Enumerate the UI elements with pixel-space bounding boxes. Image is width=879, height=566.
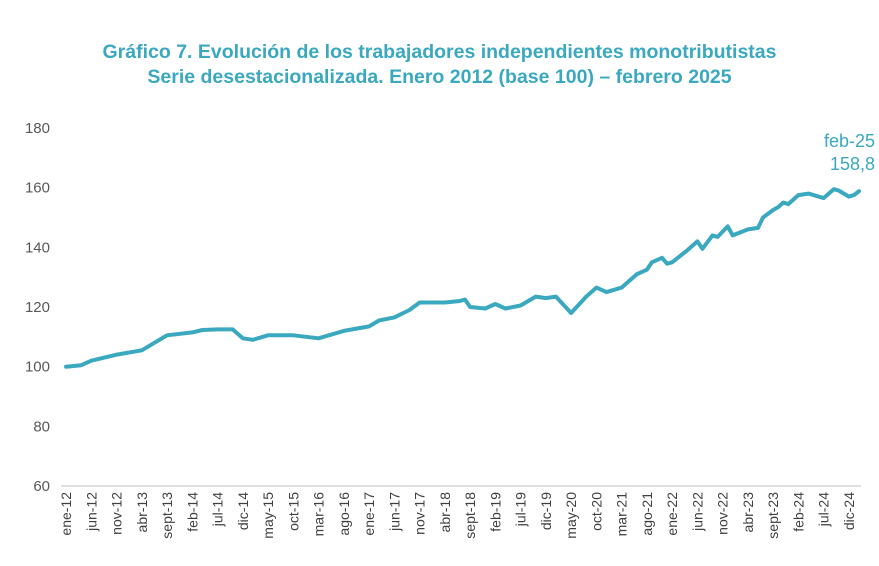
x-tick-label: abr-23 xyxy=(740,492,756,533)
x-tick-label: ene-12 xyxy=(58,492,74,536)
x-tick-label: oct-15 xyxy=(285,492,301,531)
x-axis-ticks: ene-12 jun-12 nov-12 abr-13 sept-13 feb-14 jul… xyxy=(58,492,857,539)
x-tick-label: abr-13 xyxy=(134,492,150,533)
y-tick-label: 180 xyxy=(25,120,50,137)
x-tick-label: dic-19 xyxy=(538,492,554,530)
x-tick-label: ene-22 xyxy=(664,492,680,536)
y-tick-label: 120 xyxy=(25,299,50,316)
series-line xyxy=(64,187,861,369)
last-point-date-label: feb-25 xyxy=(824,131,875,151)
x-tick-label: nov-17 xyxy=(412,492,428,535)
x-tick-label: sept-13 xyxy=(159,492,175,539)
chart-title-line-2: Serie desestacionalizada. Enero 2012 (ba… xyxy=(147,66,732,88)
y-tick-label: 100 xyxy=(25,359,50,376)
x-tick-label: jul-19 xyxy=(513,492,529,527)
x-tick-label: ene-17 xyxy=(361,492,377,536)
x-tick-label: may-15 xyxy=(260,492,276,539)
x-tick-label: nov-22 xyxy=(715,492,731,535)
x-tick-label: sept-18 xyxy=(462,492,478,539)
x-tick-label: may-20 xyxy=(563,492,579,539)
x-tick-label: jun-12 xyxy=(83,492,99,532)
x-tick-label: feb-19 xyxy=(487,492,503,532)
x-tick-label: feb-14 xyxy=(184,492,200,532)
y-tick-label: 60 xyxy=(33,478,50,495)
chart-title-line-1: Gráfico 7. Evolución de los trabajadores… xyxy=(102,41,777,63)
x-tick-label: jul-24 xyxy=(816,492,832,527)
x-tick-label: oct-20 xyxy=(588,492,604,531)
x-tick-label: dic-24 xyxy=(841,492,857,530)
x-tick-label: jun-17 xyxy=(386,492,402,532)
x-tick-label: sept-23 xyxy=(765,492,781,539)
last-point-value-label: 158,8 xyxy=(830,154,875,174)
x-tick-label: jul-14 xyxy=(210,492,226,527)
x-tick-label: abr-18 xyxy=(437,492,453,533)
x-tick-label: mar-21 xyxy=(614,492,630,537)
x-tick-label: feb-24 xyxy=(790,492,806,532)
y-axis-ticks: 60 80 100 120 140 160 180 xyxy=(25,120,50,495)
x-tick-label: ago-21 xyxy=(639,492,655,536)
x-tick-label: ago-16 xyxy=(336,492,352,536)
x-tick-label: mar-16 xyxy=(311,492,327,537)
y-tick-label: 160 xyxy=(25,180,50,197)
y-tick-label: 140 xyxy=(25,239,50,256)
chart-title: Gráfico 7. Evolución de los trabajadores… xyxy=(0,40,879,90)
x-tick-label: nov-12 xyxy=(109,492,125,535)
y-tick-label: 80 xyxy=(33,418,50,435)
x-tick-label: dic-14 xyxy=(235,492,251,530)
x-tick-label: jun-22 xyxy=(689,492,705,532)
series-layer xyxy=(64,187,861,369)
